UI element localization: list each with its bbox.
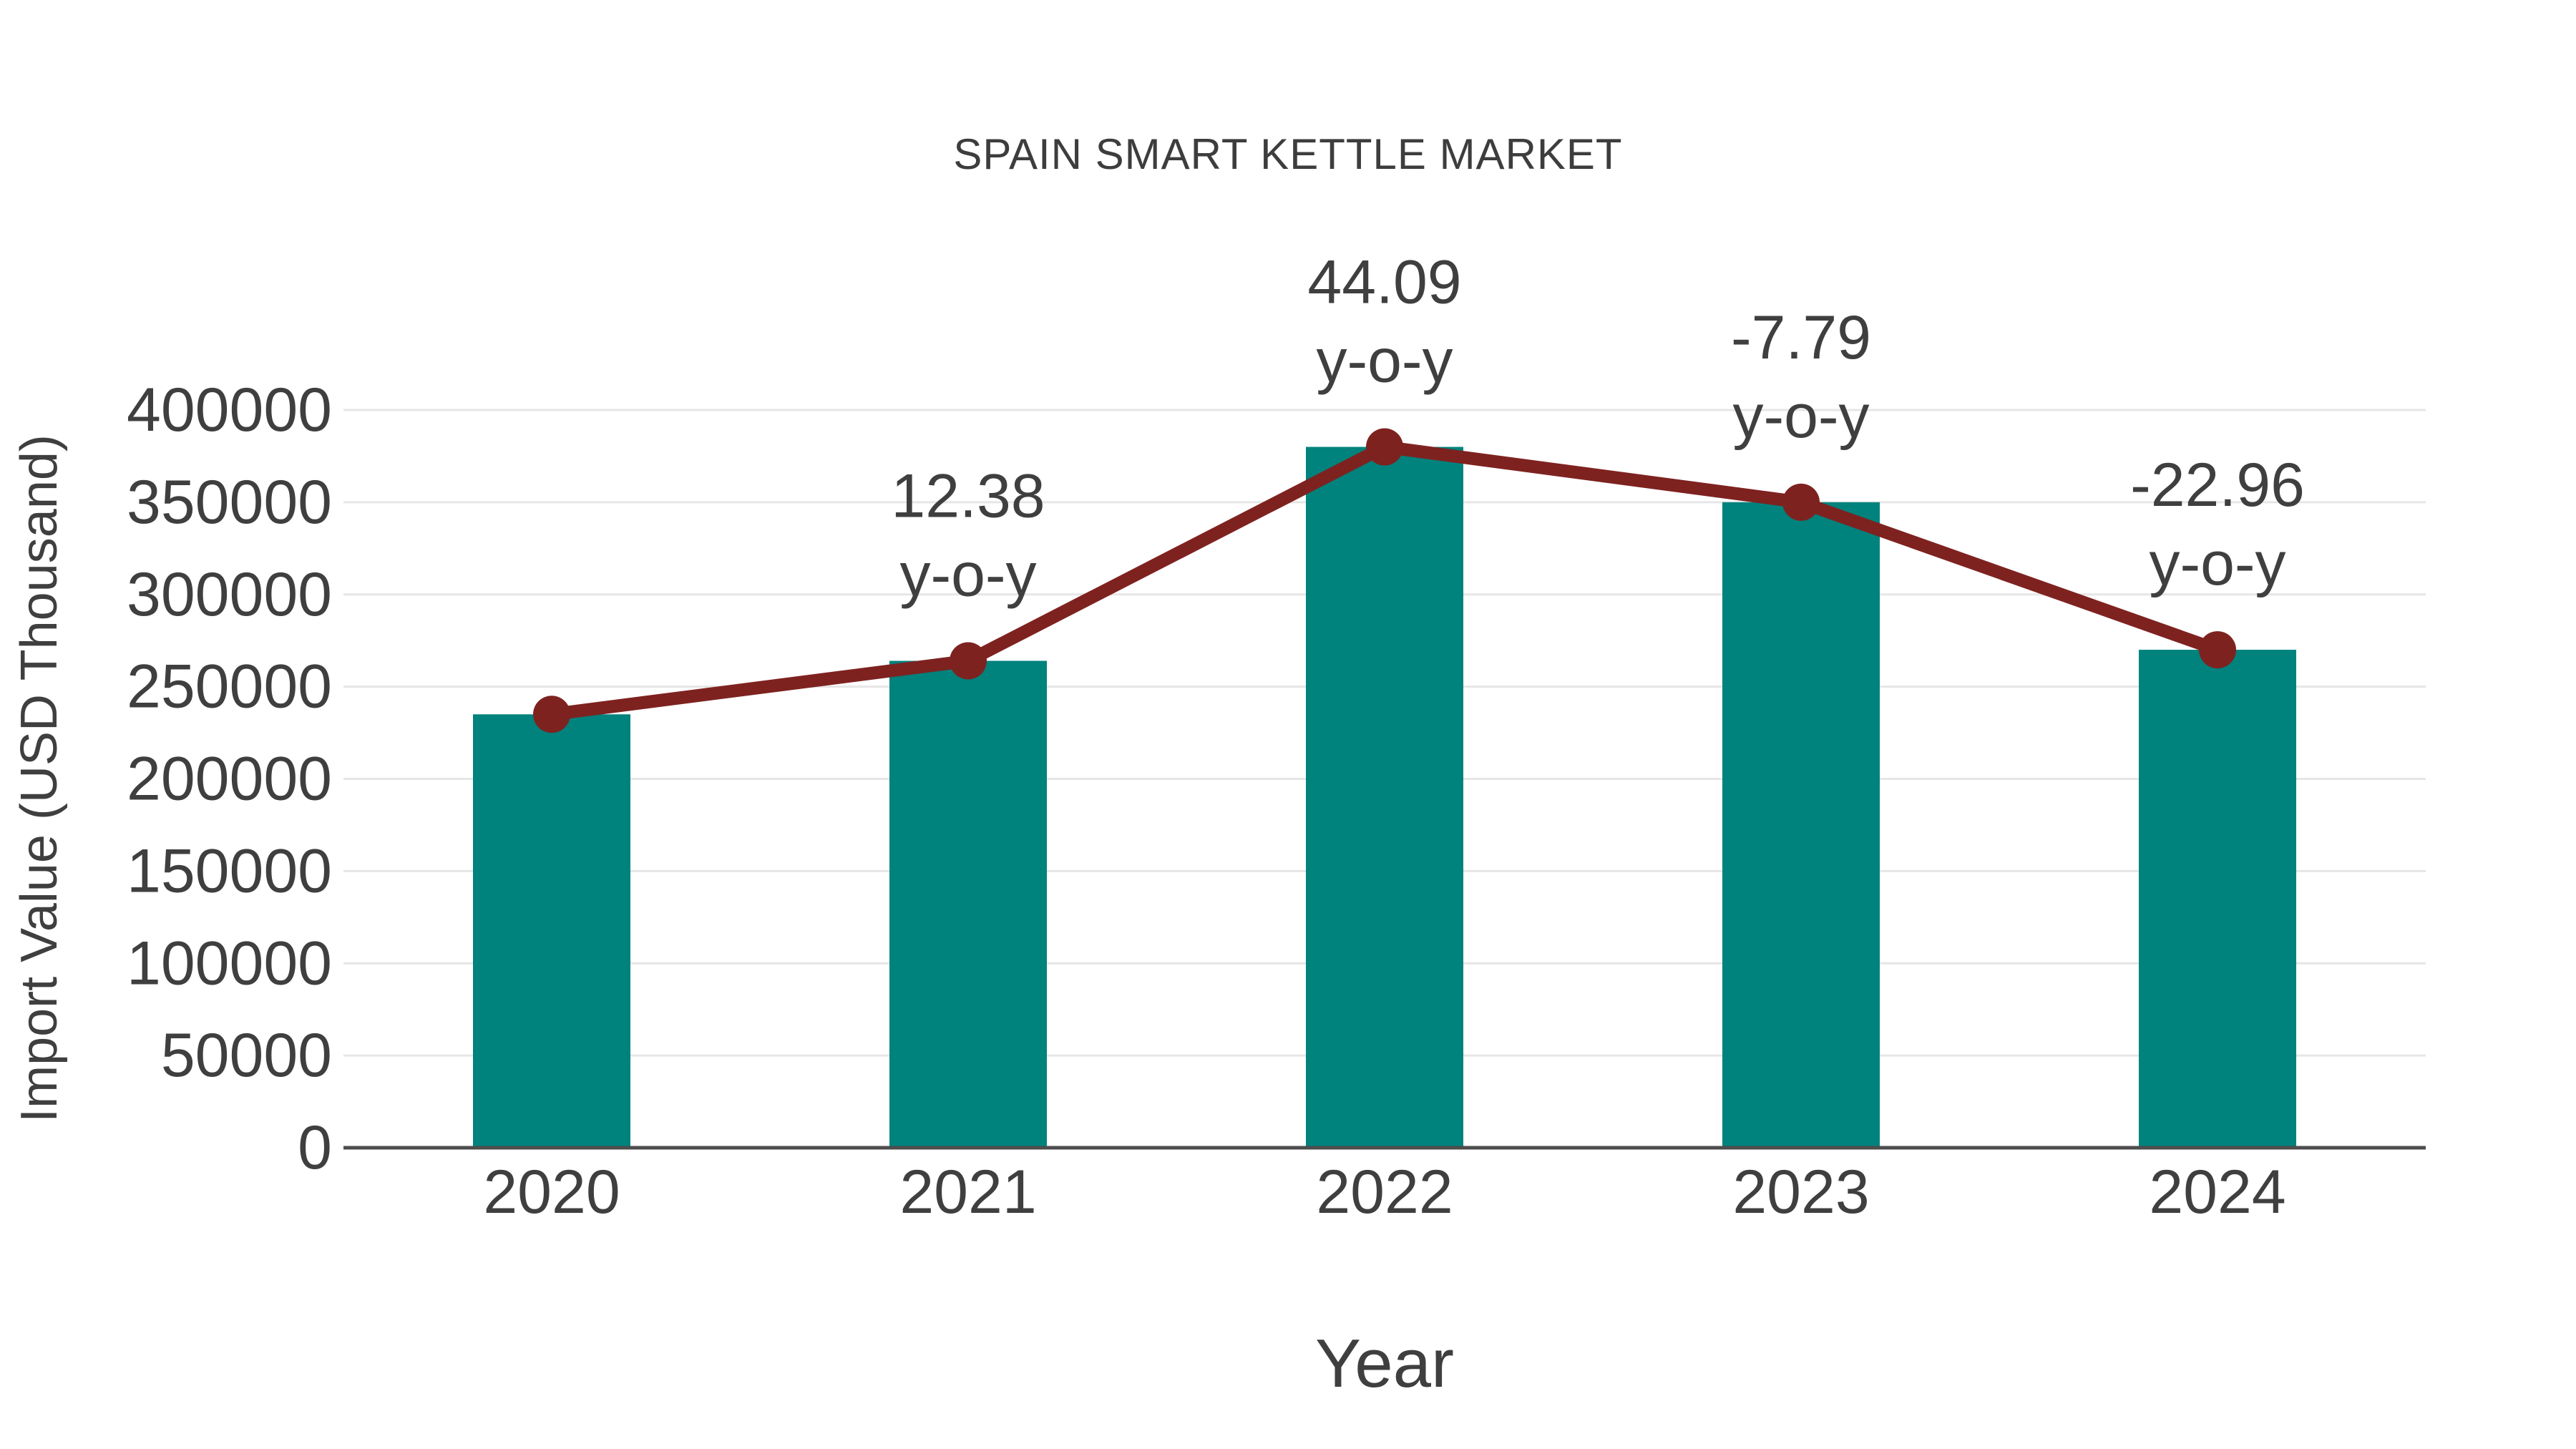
x-tick-label-2022: 2022 (1316, 1158, 1453, 1226)
y-tick-label-300000: 300000 (127, 560, 332, 629)
x-tick-label-2021: 2021 (899, 1158, 1036, 1226)
annotation-sub-2023: y-o-y (1732, 382, 1869, 451)
annotation-value-2023: -7.79 (1731, 303, 1871, 372)
x-tick-label-2023: 2023 (1732, 1158, 1869, 1226)
y-tick-label-250000: 250000 (127, 653, 332, 721)
annotation-value-2022: 44.09 (1307, 248, 1461, 317)
trend-marker-2020 (533, 696, 570, 733)
annotation-value-2024: -22.96 (2130, 451, 2305, 519)
x-axis-title: Year (1315, 1325, 1454, 1402)
annotation-sub-2024: y-o-y (2149, 530, 2285, 598)
y-tick-label-150000: 150000 (127, 836, 332, 905)
x-tick-label-2024: 2024 (2149, 1158, 2285, 1226)
y-tick-label-200000: 200000 (127, 745, 332, 814)
trend-marker-2021 (950, 642, 987, 680)
y-tick-label-50000: 50000 (161, 1021, 332, 1090)
bar-2022 (1306, 447, 1463, 1148)
annotation-sub-2022: y-o-y (1316, 327, 1453, 396)
y-tick-label-350000: 350000 (127, 468, 332, 537)
bar-2020 (473, 714, 630, 1148)
bar-2023 (1722, 502, 1880, 1148)
y-tick-label-100000: 100000 (127, 929, 332, 997)
trend-marker-2022 (1366, 428, 1403, 466)
bar-2024 (2139, 650, 2296, 1148)
annotation-value-2021: 12.38 (891, 462, 1045, 531)
y-tick-label-400000: 400000 (127, 376, 332, 444)
annotation-sub-2021: y-o-y (899, 541, 1036, 610)
chart-title: SPAIN SMART KETTLE MARKET (953, 130, 1623, 178)
x-tick-label-2020: 2020 (483, 1158, 620, 1226)
bar-2021 (889, 660, 1047, 1148)
y-tick-label-0: 0 (298, 1113, 332, 1182)
trend-marker-2024 (2199, 631, 2236, 669)
trend-marker-2023 (1782, 483, 1820, 521)
